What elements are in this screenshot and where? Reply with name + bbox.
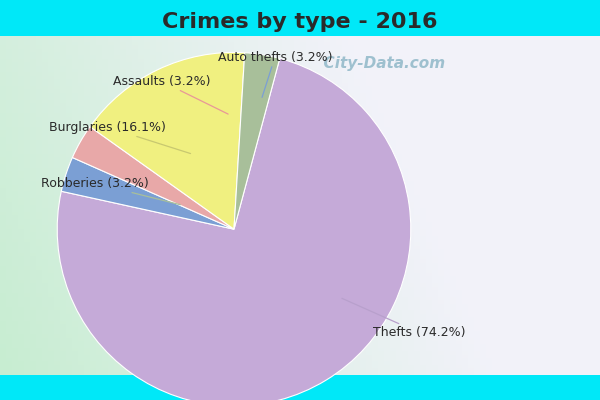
Wedge shape: [57, 58, 411, 400]
Text: Assaults (3.2%): Assaults (3.2%): [113, 75, 228, 114]
Wedge shape: [234, 53, 280, 229]
Text: Robberies (3.2%): Robberies (3.2%): [41, 177, 181, 205]
Wedge shape: [90, 52, 245, 229]
Text: Auto thefts (3.2%): Auto thefts (3.2%): [218, 51, 332, 97]
Wedge shape: [73, 127, 234, 229]
Text: Burglaries (16.1%): Burglaries (16.1%): [49, 121, 191, 154]
Text: Thefts (74.2%): Thefts (74.2%): [342, 298, 466, 339]
Text: Crimes by type - 2016: Crimes by type - 2016: [162, 12, 438, 32]
Text: City-Data.com: City-Data.com: [313, 56, 445, 71]
Wedge shape: [61, 158, 234, 229]
